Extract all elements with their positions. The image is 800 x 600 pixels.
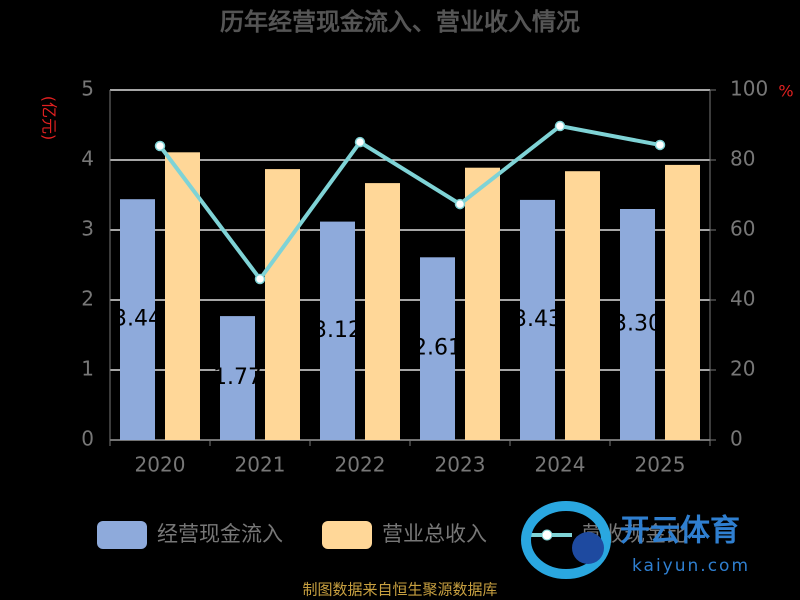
bar [565, 171, 600, 440]
source-note: 制图数据来自恒生聚源数据库 [302, 581, 497, 599]
line-series [158, 123, 661, 283]
bar [665, 164, 700, 440]
bar [420, 257, 455, 440]
data-label: 3.30 [613, 312, 662, 337]
line-point [554, 120, 566, 132]
x-tick-label: 2024 [535, 453, 586, 477]
watermark-brand: 开云体育 [620, 514, 740, 549]
line-point [654, 139, 666, 151]
bar [120, 199, 155, 440]
x-tick-label: 2022 [335, 453, 386, 477]
bar [265, 169, 300, 440]
y-axis-label: (亿元) [40, 96, 59, 141]
legend-swatch-point [541, 529, 553, 541]
y-tick-label: 0 [81, 427, 94, 451]
x-tick-label: 2021 [235, 453, 286, 477]
y2-tick-label: 40 [730, 287, 755, 311]
bar [520, 199, 555, 440]
data-label: 2.61 [413, 336, 462, 361]
line-point [254, 273, 266, 285]
data-label: 3.44 [113, 307, 162, 332]
legend-label: 营业总收入 [382, 522, 487, 546]
bar [320, 221, 355, 440]
legend-swatch [97, 521, 147, 549]
x-tick-label: 2023 [435, 453, 486, 477]
watermark-site: kaiyun.com [632, 556, 750, 576]
watermark-logo [521, 501, 611, 579]
y2-tick-label: 100 [730, 77, 768, 101]
x-tick-label: 2020 [135, 453, 186, 477]
y-tick-label: 3 [81, 217, 94, 241]
bar [365, 183, 400, 440]
watermark-ball [572, 532, 604, 564]
y-tick-label: 1 [81, 357, 94, 381]
data-label: 3.12 [313, 318, 362, 343]
y2-tick-label: 60 [730, 217, 755, 241]
line-point [354, 136, 366, 148]
y2-tick-label: 0 [730, 427, 743, 451]
y-tick-label: 5 [81, 77, 94, 101]
line-point [154, 140, 166, 152]
y2-tick-label: 80 [730, 147, 755, 171]
bar [465, 167, 500, 440]
bar [165, 152, 200, 441]
y2-axis-label: % [778, 82, 793, 101]
bar [220, 316, 255, 440]
data-label: 1.77 [213, 365, 262, 390]
legend-label: 经营现金流入 [157, 522, 283, 546]
x-tick-label: 2025 [635, 453, 686, 477]
chart-title: 历年经营现金流入、营业收入情况 [220, 8, 580, 36]
legend-swatch [322, 521, 372, 549]
y-tick-label: 2 [81, 287, 94, 311]
line-point [454, 198, 466, 210]
y-tick-label: 4 [81, 147, 94, 171]
y2-tick-label: 20 [730, 357, 755, 381]
bar [620, 209, 655, 440]
data-label: 3.43 [513, 307, 562, 332]
